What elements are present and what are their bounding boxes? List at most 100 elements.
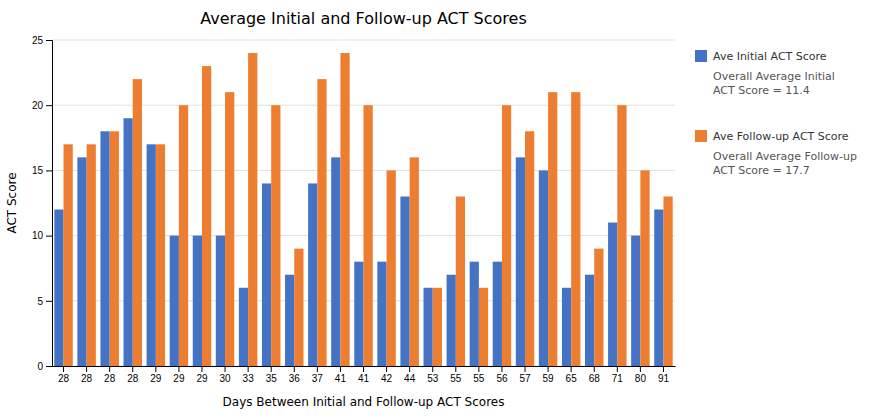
bar — [308, 183, 317, 366]
x-tick-label: 53 — [427, 373, 439, 384]
y-axis-title: ACT Score — [5, 172, 19, 233]
x-tick-mark — [248, 366, 249, 372]
x-tick: 33 — [243, 366, 255, 384]
legend-annotation: Overall Average InitialACT Score = 11.4 — [713, 70, 835, 97]
bar — [285, 275, 294, 366]
x-tick-mark — [132, 366, 133, 372]
bar — [433, 288, 442, 366]
x-tick-label: 57 — [519, 373, 531, 384]
x-tick: 68 — [589, 366, 601, 384]
x-tick-mark — [201, 366, 202, 372]
x-tick: 30 — [219, 366, 231, 384]
legend-entry: Ave Initial ACT ScoreOverall Average Ini… — [695, 50, 835, 97]
bar — [585, 275, 594, 366]
bar — [387, 170, 396, 366]
x-tick-mark — [501, 366, 502, 372]
x-tick: 41 — [358, 366, 370, 384]
y-tick-label: 20 — [32, 100, 44, 111]
y-axis-line — [46, 41, 53, 367]
annotation-line: ACT Score = 11.4 — [713, 84, 810, 97]
x-tick-label: 91 — [658, 373, 670, 384]
x-tick: 29 — [196, 366, 208, 384]
x-tick-label: 37 — [312, 373, 324, 384]
legend-entry: Ave Follow-up ACT ScoreOverall Average F… — [695, 130, 857, 177]
y-tick-mark — [46, 105, 52, 106]
legend-swatch — [695, 130, 707, 142]
bar — [156, 144, 165, 366]
bar — [100, 131, 109, 366]
bar — [608, 223, 617, 366]
bar — [193, 236, 202, 366]
bar — [410, 157, 419, 366]
y-tick-mark — [46, 236, 52, 237]
bar — [354, 262, 363, 366]
y-tick: 0 — [37, 361, 52, 372]
bar — [631, 236, 640, 366]
x-tick: 36 — [289, 366, 301, 384]
x-tick-mark — [225, 366, 226, 372]
bar — [594, 249, 603, 366]
x-tick: 28 — [58, 366, 70, 384]
x-axis: 2828282829292930333536374141424453555556… — [53, 366, 676, 384]
x-tick-label: 28 — [58, 373, 70, 384]
bar — [571, 92, 580, 366]
x-tick-mark — [294, 366, 295, 372]
y-tick-mark — [46, 170, 52, 171]
bar — [548, 92, 557, 366]
chart-container: 2828282829292930333536374141424453555556… — [0, 0, 880, 418]
y-tick-label: 15 — [32, 165, 44, 176]
bar — [170, 236, 179, 366]
bars — [54, 53, 672, 366]
y-tick-mark — [46, 301, 52, 302]
x-tick-label: 29 — [196, 373, 208, 384]
x-tick: 41 — [335, 366, 347, 384]
x-axis-title: Days Between Initial and Follow-up ACT S… — [223, 395, 505, 409]
bar — [54, 210, 63, 366]
bar — [64, 144, 73, 366]
x-tick-label: 35 — [266, 373, 278, 384]
x-tick-label: 55 — [450, 373, 462, 384]
x-tick-label: 71 — [612, 373, 624, 384]
x-tick-label: 80 — [635, 373, 647, 384]
x-tick: 28 — [104, 366, 116, 384]
x-tick-label: 28 — [127, 373, 139, 384]
x-tick: 35 — [266, 366, 278, 384]
x-tick-label: 59 — [543, 373, 555, 384]
y-tick-mark — [46, 40, 52, 41]
annotation-line: ACT Score = 17.7 — [713, 164, 810, 177]
title: Average Initial and Follow-up ACT Scores — [200, 9, 527, 28]
bar — [539, 170, 548, 366]
annotation-line: Overall Average Follow-up — [713, 150, 857, 163]
x-tick: 28 — [127, 366, 139, 384]
x-tick-label: 68 — [589, 373, 601, 384]
y-tick-label: 25 — [32, 35, 44, 46]
x-tick-mark — [155, 366, 156, 372]
x-tick-mark — [432, 366, 433, 372]
bar — [202, 66, 211, 366]
x-tick-mark — [525, 366, 526, 372]
x-tick: 44 — [404, 366, 416, 384]
x-tick-label: 30 — [219, 373, 231, 384]
x-tick-mark — [409, 366, 410, 372]
x-tick-mark — [663, 366, 664, 372]
x-tick-label: 29 — [173, 373, 185, 384]
x-tick-mark — [271, 366, 272, 372]
bar — [294, 249, 303, 366]
x-tick-mark — [386, 366, 387, 372]
x-tick: 53 — [427, 366, 439, 384]
x-tick-mark — [617, 366, 618, 372]
bar — [516, 157, 525, 366]
y-tick: 15 — [32, 165, 52, 176]
x-tick: 37 — [312, 366, 324, 384]
y-tick: 20 — [32, 100, 52, 111]
bar — [447, 275, 456, 366]
x-tick-mark — [548, 366, 549, 372]
x-tick-label: 55 — [473, 373, 485, 384]
bar — [502, 105, 511, 366]
x-tick-mark — [363, 366, 364, 372]
bar — [400, 196, 409, 366]
bar — [317, 79, 326, 366]
x-tick: 71 — [612, 366, 624, 384]
grid-line — [52, 40, 675, 41]
y-tick: 5 — [37, 296, 52, 307]
